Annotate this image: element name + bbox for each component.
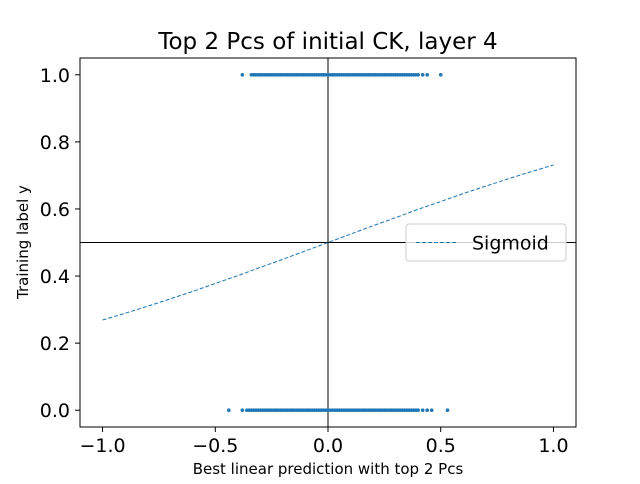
series-layer <box>102 72 554 413</box>
data-point <box>416 72 420 77</box>
x-tick-label: −1.0 <box>79 435 125 457</box>
x-tick-label: 0.0 <box>313 435 343 457</box>
data-point <box>240 72 245 77</box>
x-tick-label: −0.5 <box>192 435 238 457</box>
data-point <box>227 408 231 413</box>
data-point <box>240 408 245 413</box>
y-axis-label: Training label y <box>14 185 32 300</box>
data-point <box>425 72 430 77</box>
y-tick-label: 0.0 <box>40 400 70 422</box>
y-tick-label: 0.2 <box>40 333 70 355</box>
data-point <box>416 408 420 413</box>
y-tick-label: 0.6 <box>40 199 70 221</box>
data-point <box>438 72 443 77</box>
x-tick-label: 0.5 <box>426 435 456 457</box>
axis-ticks: −1.0 −0.5 0.0 0.5 1.0 0.0 0.2 0.4 0.6 0.8 1.0 <box>40 65 569 457</box>
data-point <box>445 408 450 413</box>
x-tick-label: 1.0 <box>538 435 568 457</box>
y-tick-label: 0.4 <box>40 266 70 288</box>
y-tick-label: 1.0 <box>40 65 70 87</box>
plot-area-frame <box>79 57 577 428</box>
legend-label-sigmoid: Sigmoid <box>472 233 549 255</box>
data-point <box>420 408 425 413</box>
sigmoid-line <box>102 164 554 321</box>
legend: Sigmoid <box>405 223 567 262</box>
data-point <box>429 408 434 413</box>
y-tick-label: 0.8 <box>40 132 70 154</box>
legend-box <box>405 223 567 262</box>
data-point <box>420 72 425 77</box>
x-axis-label: Best linear prediction with top 2 Pcs <box>193 460 464 478</box>
chart-title: Top 2 Pcs of initial CK, layer 4 <box>157 29 497 55</box>
data-point <box>425 408 430 413</box>
